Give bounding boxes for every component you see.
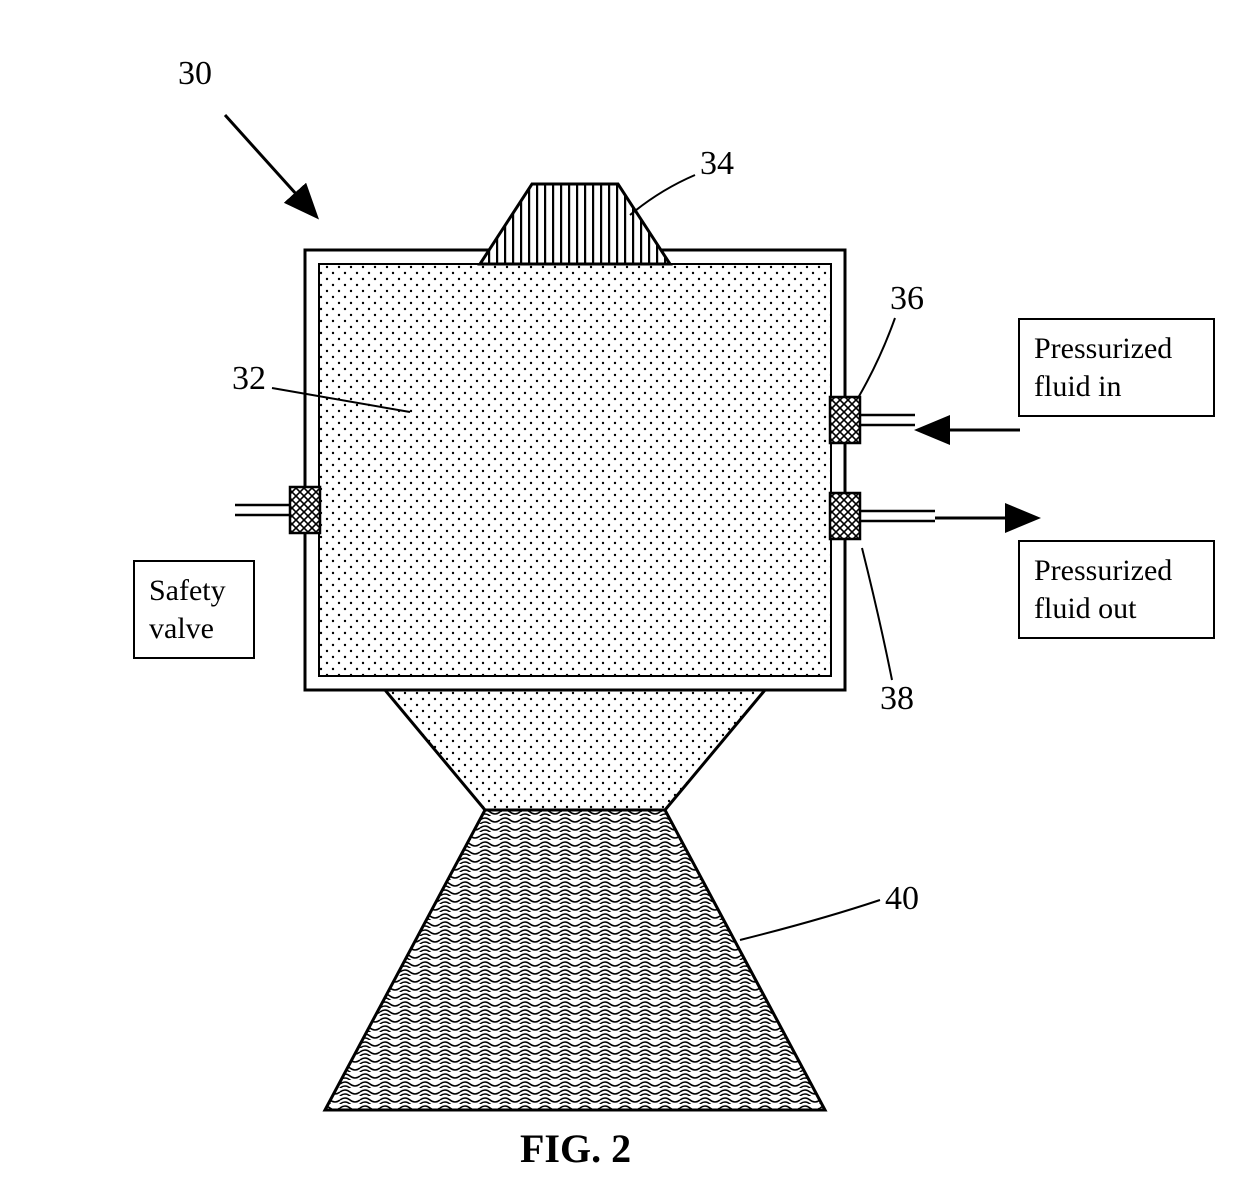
leader-40 [740, 900, 880, 940]
label-safety-valve: Safety valve [133, 560, 255, 659]
ref-30: 30 [178, 55, 212, 93]
top-insert [480, 184, 670, 264]
leader-34 [630, 175, 695, 215]
label-fluid-in: Pressurized fluid in [1018, 318, 1215, 417]
ref-34: 34 [700, 145, 734, 183]
ref-38: 38 [880, 680, 914, 718]
funnel [385, 690, 765, 810]
ref-36: 36 [890, 280, 924, 318]
lower-cone [325, 810, 825, 1110]
ref-40: 40 [885, 880, 919, 918]
leader-38 [862, 548, 892, 680]
outlet-port [830, 493, 935, 539]
figure-caption: FIG. 2 [520, 1125, 631, 1172]
vessel [305, 250, 845, 690]
safety-port [235, 487, 320, 533]
ref-32: 32 [232, 360, 266, 398]
leader-36 [858, 318, 895, 398]
label-fluid-out: Pressurized fluid out [1018, 540, 1215, 639]
arrow-assembly [225, 115, 315, 215]
inlet-port [830, 397, 915, 443]
